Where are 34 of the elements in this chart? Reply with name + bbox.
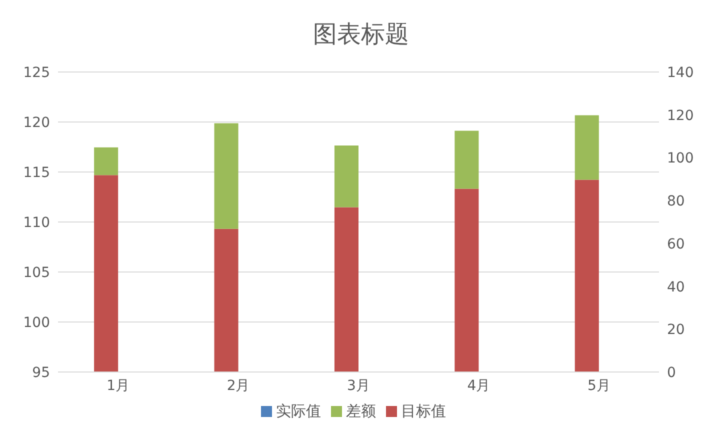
y-tick-label: 95 xyxy=(32,364,50,381)
bar xyxy=(574,180,599,372)
y-tick-label: 115 xyxy=(23,164,50,181)
y2-tick-label: 120 xyxy=(667,108,694,124)
x-tick-label: 3月 xyxy=(347,378,370,394)
y-tick-label: 125 xyxy=(23,64,50,81)
y-tick-label: 105 xyxy=(23,264,50,281)
y2-tick-label: 60 xyxy=(667,236,685,252)
bar xyxy=(94,147,118,176)
y-tick-label: 110 xyxy=(23,214,50,231)
y-tick-label: 100 xyxy=(23,314,50,331)
x-tick-label: 5月 xyxy=(587,378,610,394)
chart-title: 图表标题 xyxy=(312,19,410,50)
bar xyxy=(214,123,238,229)
bar xyxy=(94,175,118,372)
bar xyxy=(574,115,599,180)
bar xyxy=(214,228,238,372)
bar xyxy=(454,188,479,372)
x-tick-label: 4月 xyxy=(467,378,490,394)
x-tick-label: 2月 xyxy=(226,378,250,394)
y2-tick-label: 40 xyxy=(667,279,685,296)
legend-label: 实际值 xyxy=(276,402,321,420)
y2-tick-label: 20 xyxy=(667,322,685,338)
x-tick-label: 1月 xyxy=(106,378,130,394)
legend-label: 目标值 xyxy=(401,402,446,420)
y-tick-label: 120 xyxy=(23,114,50,131)
bar xyxy=(454,130,479,189)
legend-label: 差额 xyxy=(346,402,376,420)
bar xyxy=(334,146,358,208)
y2-tick-label: 100 xyxy=(667,150,694,167)
y2-tick-label: 140 xyxy=(667,64,694,81)
bar xyxy=(334,207,358,372)
y2-tick-label: 80 xyxy=(667,194,685,210)
y2-tick-label: 0 xyxy=(667,364,676,381)
